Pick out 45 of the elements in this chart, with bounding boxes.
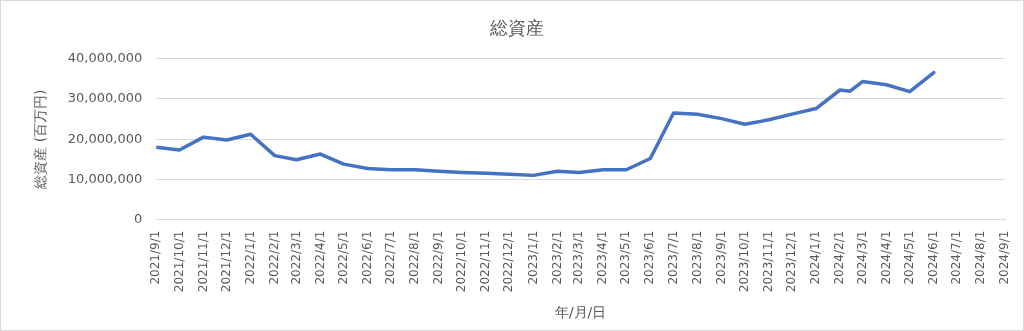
- x-tick-label: 2023/2/1: [549, 230, 564, 285]
- x-tick-label: 2024/1/1: [808, 230, 823, 285]
- y-tick-label: 20,000,000: [67, 130, 143, 146]
- chart-title: 総資産: [489, 17, 544, 39]
- x-tick-label: 2022/5/1: [335, 230, 350, 285]
- x-tick-label: 2024/5/1: [901, 230, 916, 285]
- x-tick-label: 2023/1/1: [525, 230, 540, 285]
- x-tick-label: 2022/12/1: [501, 230, 516, 293]
- x-tick-label: 2022/2/1: [266, 230, 281, 285]
- x-tick-label: 2021/10/1: [171, 230, 186, 293]
- x-tick-label: 2024/8/1: [973, 230, 988, 285]
- x-tick-label: 2023/7/1: [665, 230, 680, 285]
- x-tick-label: 2023/12/1: [784, 230, 799, 293]
- x-tick-label: 2023/4/1: [595, 230, 610, 285]
- x-tick-label: 2023/5/1: [618, 230, 633, 285]
- x-tick-label: 2023/3/1: [571, 230, 586, 285]
- x-tick-label: 2024/3/1: [854, 230, 869, 285]
- y-tick-label: 10,000,000: [67, 170, 143, 186]
- x-tick-label: 2024/4/1: [878, 230, 893, 285]
- y-axis-title: 総資産 (百万円): [32, 89, 49, 190]
- y-tick-label: 30,000,000: [67, 90, 143, 106]
- x-tick-label: 2024/7/1: [949, 230, 964, 285]
- x-tick-label: 2022/3/1: [288, 230, 303, 285]
- x-tick-label: 2021/9/1: [148, 230, 163, 285]
- x-tick-label: 2024/9/1: [997, 230, 1012, 285]
- y-tick-label: 40,000,000: [67, 49, 143, 65]
- x-tick-label: 2023/11/1: [760, 230, 775, 293]
- x-tick-label: 2022/7/1: [383, 230, 398, 285]
- x-tick-label: 2021/12/1: [218, 230, 233, 293]
- x-tick-label: 2021/11/1: [195, 230, 210, 293]
- x-tick-label: 2022/6/1: [359, 230, 374, 285]
- x-tick-label: 2022/10/1: [454, 230, 469, 293]
- x-tick-label: 2024/2/1: [832, 230, 847, 285]
- x-tick-label: 2022/9/1: [431, 230, 446, 285]
- x-tick-label: 2023/8/1: [689, 230, 704, 285]
- y-tick-label: 0: [133, 211, 143, 227]
- x-tick-label: 2023/10/1: [736, 230, 751, 293]
- x-axis-title: 年/月/日: [554, 304, 607, 321]
- x-tick-label: 2023/6/1: [642, 230, 657, 285]
- x-tick-label: 2024/6/1: [925, 230, 940, 285]
- x-tick-label: 2023/9/1: [713, 230, 728, 285]
- x-tick-label: 2022/11/1: [478, 230, 493, 293]
- x-tick-label: 2022/4/1: [312, 230, 327, 285]
- x-tick-label: 2022/1/1: [242, 230, 257, 285]
- x-tick-label: 2022/8/1: [407, 230, 422, 285]
